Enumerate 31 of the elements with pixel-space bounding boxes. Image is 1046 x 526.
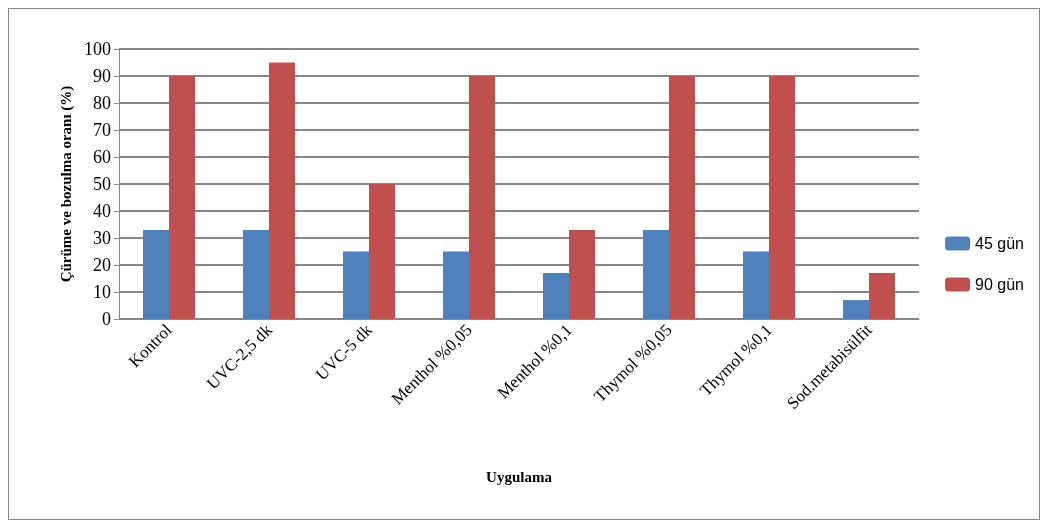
bar (169, 76, 195, 319)
y-tick-label: 90 (93, 66, 111, 86)
legend-label: 90 gün (975, 276, 1024, 293)
bar (443, 251, 469, 319)
bar (869, 273, 895, 319)
y-tick-label: 10 (93, 282, 111, 302)
y-tick-label: 80 (93, 93, 111, 113)
bar (543, 273, 569, 319)
y-tick-label: 20 (93, 255, 111, 275)
y-tick-label: 60 (93, 147, 111, 167)
bar (569, 229, 595, 319)
bar (669, 76, 695, 319)
bar (743, 251, 769, 319)
y-tick-label: 70 (93, 120, 111, 140)
bar (369, 184, 395, 319)
bar (843, 300, 869, 319)
bar (269, 62, 295, 319)
bar (243, 229, 269, 319)
y-tick-label: 40 (93, 201, 111, 221)
y-tick-label: 0 (102, 309, 111, 329)
y-tick-label: 50 (93, 174, 111, 194)
bar (143, 229, 169, 319)
legend-label: 45 gün (975, 235, 1024, 252)
bar (343, 251, 369, 319)
bar (643, 229, 669, 319)
y-tick-label: 30 (93, 228, 111, 248)
bar (769, 76, 795, 319)
bar (469, 76, 495, 319)
x-axis-title: Uygulama (486, 468, 553, 485)
y-axis-title: Çürüme ve bozulma oranı (%) (57, 85, 75, 283)
y-tick-label: 100 (84, 39, 111, 59)
